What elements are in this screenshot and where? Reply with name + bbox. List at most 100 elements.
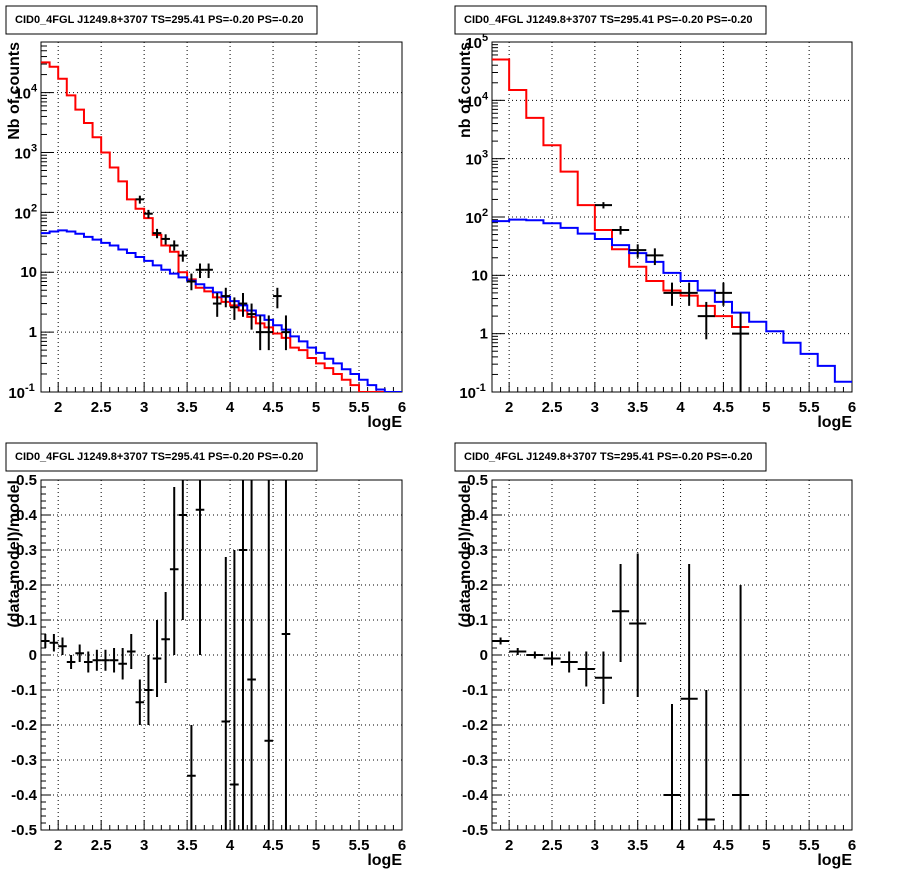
data-point	[118, 648, 127, 680]
x-tick-label: 2	[54, 837, 62, 854]
y-tick-label: 0	[29, 647, 37, 664]
x-tick-label: 2.5	[91, 837, 112, 854]
data-point	[144, 209, 153, 219]
x-tick-label: 3	[140, 399, 148, 416]
data-point	[161, 234, 170, 245]
x-tick-label: 3	[140, 837, 148, 854]
y-tick-label: 10	[465, 210, 482, 227]
data-point	[195, 263, 205, 279]
data-point	[255, 315, 265, 351]
data-point	[212, 293, 222, 317]
y-axis-title: (data-model)/model	[6, 480, 23, 628]
y-tick-label: 10	[14, 205, 31, 222]
y-tick-exponent: 2	[482, 207, 488, 219]
x-tick-label: 5.5	[799, 399, 820, 416]
y-tick-label: 0.4	[467, 507, 489, 524]
y-tick-label: 10	[14, 86, 31, 103]
data-point	[152, 228, 162, 239]
data-point	[273, 287, 282, 309]
y-tick-exponent: 5	[482, 32, 488, 44]
data-point	[49, 634, 59, 652]
data-layer	[492, 553, 750, 830]
data-point	[612, 226, 630, 235]
y-tick-label: -0.2	[11, 717, 37, 734]
x-tick-label: 4.5	[263, 837, 284, 854]
data-point	[594, 651, 612, 704]
y-tick-label: 10	[465, 152, 482, 169]
y-tick-exponent: 3	[31, 142, 37, 154]
y-tick-label: 10	[465, 35, 482, 52]
x-tick-label: 3.5	[627, 399, 648, 416]
x-tick-label: 2	[54, 399, 62, 416]
y-tick-label: -0.2	[462, 717, 488, 734]
chart-title-box	[5, 442, 318, 472]
y-axis-title: nb of counts	[457, 42, 474, 138]
chart-panel-1: CID0_4FGL J1249.8+3707 TS=295.41 PS=-0.2…	[5, 5, 406, 431]
x-axis-title: logE	[367, 414, 402, 431]
x-tick-label: 4	[226, 399, 235, 416]
data-point	[230, 297, 239, 320]
data-point	[152, 620, 162, 697]
y-tick-label: 10	[465, 93, 482, 110]
data-point	[92, 649, 102, 671]
data-point	[697, 690, 715, 830]
x-tick-label: 4.5	[713, 399, 734, 416]
data-point	[204, 263, 213, 279]
y-tick-label: -0.3	[462, 752, 488, 769]
plot-frame	[491, 41, 853, 393]
y-tick-label: 10	[8, 385, 25, 402]
data-point	[646, 248, 664, 266]
x-tick-label: 3.5	[177, 837, 198, 854]
data-point	[169, 487, 179, 655]
data-point	[577, 651, 595, 687]
histogram-series-2	[492, 218, 852, 383]
y-tick-exponent: 2	[31, 202, 37, 214]
data-point	[560, 651, 578, 673]
data-point	[594, 202, 612, 209]
x-tick-label: 5	[312, 837, 320, 854]
data-point	[135, 195, 145, 204]
y-tick-label: -0.3	[11, 752, 37, 769]
x-tick-label: 6	[848, 399, 856, 416]
data-point	[281, 315, 291, 351]
data-point	[195, 480, 205, 655]
x-tick-label: 3	[591, 837, 599, 854]
chart-title-box	[454, 5, 767, 35]
x-tick-label: 5	[312, 399, 320, 416]
data-point	[680, 564, 698, 830]
y-tick-label: 10	[20, 264, 37, 281]
y-tick-label: 0.4	[16, 507, 38, 524]
x-tick-label: 2	[505, 837, 513, 854]
y-tick-exponent: 4	[31, 83, 38, 95]
data-point	[663, 704, 681, 830]
x-tick-label: 3.5	[177, 399, 198, 416]
data-point	[187, 273, 196, 291]
chart-title-box	[454, 442, 767, 472]
x-tick-label: 4.5	[713, 837, 734, 854]
x-tick-label: 5.5	[349, 399, 370, 416]
y-tick-label: -0.1	[462, 682, 488, 699]
data-point	[178, 250, 188, 262]
y-axis-title: (data-model)/model	[457, 480, 474, 628]
data-point	[109, 648, 119, 673]
chart-title: CID0_4FGL J1249.8+3707 TS=295.41 PS=-0.2…	[15, 14, 303, 26]
data-point	[101, 649, 110, 671]
x-tick-label: 6	[848, 837, 856, 854]
chart-title: CID0_4FGL J1249.8+3707 TS=295.41 PS=-0.2…	[464, 14, 752, 26]
y-tick-label: 0.2	[16, 577, 37, 594]
chart-title: CID0_4FGL J1249.8+3707 TS=295.41 PS=-0.2…	[15, 451, 303, 463]
data-layer	[41, 61, 402, 392]
y-tick-label: 0.5	[16, 472, 37, 489]
y-tick-label: -0.4	[462, 787, 489, 804]
x-tick-label: 4	[676, 837, 685, 854]
x-tick-label: 2	[505, 399, 513, 416]
y-tick-label: 10	[14, 145, 31, 162]
data-point	[680, 282, 698, 306]
data-point	[281, 480, 291, 830]
data-point	[732, 312, 750, 392]
data-point	[221, 287, 231, 308]
data-point	[75, 644, 84, 662]
x-axis-title: logE	[817, 414, 852, 431]
y-tick-label: 0.1	[16, 612, 37, 629]
x-tick-label: 2.5	[91, 399, 112, 416]
